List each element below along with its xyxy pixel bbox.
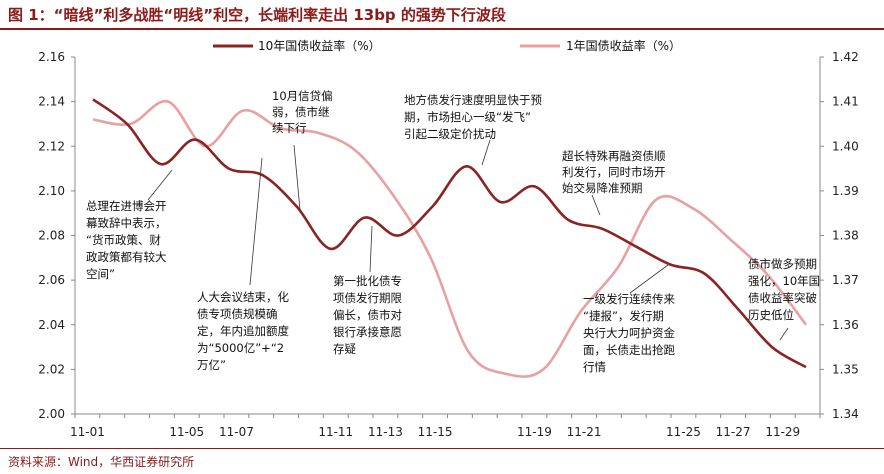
y-left-tick-label: 2.14: [38, 95, 65, 109]
figure-title-bar: 图 1：“暗线”利多战胜“明线”利空，长端利率走出 13bp 的强势下行波段: [0, 0, 884, 30]
annotation-line: 超长特殊再融资债顺: [562, 149, 666, 163]
annotation-line: 行情: [583, 360, 606, 374]
y-left-tick-label: 2.08: [38, 229, 65, 243]
annotation-line: 债收益率突破: [748, 291, 817, 305]
x-tick-label: 11-21: [567, 425, 602, 439]
y-right-tick-label: 1.34: [832, 407, 859, 421]
x-tick-label: 11-27: [716, 425, 751, 439]
annotation-line: 为“5000亿”+“2: [197, 341, 284, 355]
source-note: 资料来源：Wind，华西证券研究所: [8, 455, 195, 469]
annotation-line: 面，长债走出抢跑: [583, 343, 675, 357]
x-tick-label: 11-01: [70, 425, 105, 439]
annotation-line: 始交易降准预期: [562, 181, 643, 195]
annotation-leader: [369, 225, 373, 273]
legend: 10年国债收益率（%） 1年国债收益率（%）: [213, 38, 681, 53]
y-right-tick-label: 1.40: [832, 139, 859, 153]
annotation-line: 偏长，债市对: [333, 308, 402, 322]
annotation-leader: [249, 157, 263, 286]
yield-chart: 2.16 2.14 2.12 2.10 2.08 2.06 2.04 2.02 2.00 1.42…: [38, 38, 858, 439]
x-tick-label: 11-13: [368, 425, 403, 439]
x-tick-label: 11-07: [219, 425, 254, 439]
annotation-line: 一级发行连续传来: [583, 292, 675, 306]
title-divider: [0, 28, 884, 30]
annotation-line: 利发行，同时市场开: [562, 165, 666, 179]
annotation-leader: [147, 169, 173, 201]
annotation-line: 政政策都有较大: [86, 250, 167, 264]
y-right-tick-label: 1.35: [832, 362, 859, 376]
annotation-line: 10月信贷偏: [272, 89, 333, 103]
annotation-line: 幕致辞中表示，: [86, 216, 167, 230]
y-left-tick-label: 2.12: [38, 139, 65, 153]
legend-10y-label: 10年国债收益率（%）: [258, 38, 381, 53]
x-tick-label: 11-15: [418, 425, 453, 439]
annotation-line: 引起二级定价扰动: [404, 127, 496, 141]
annotation-line: 续下行: [272, 121, 307, 135]
y-right-tick-label: 1.39: [832, 184, 859, 198]
annotation-line: 定，年内追加额度: [197, 324, 289, 338]
x-tick-label: 11-11: [318, 425, 353, 439]
y-right-tick-label: 1.36: [832, 318, 859, 332]
y-right-tick-label: 1.42: [832, 50, 859, 64]
y-right-tick-label: 1.41: [832, 95, 859, 109]
annotation-line: 第一批化债专: [333, 274, 402, 288]
annotation-leader: [591, 194, 601, 216]
annotation-line: 存疑: [333, 342, 356, 356]
y-left-tick-label: 2.10: [38, 184, 65, 198]
annotation-line: 债专项债规模确: [197, 307, 278, 321]
annotation-leader: [629, 264, 669, 294]
y-left-tick-label: 2.02: [38, 362, 65, 376]
annotation-line: 地方债发行速度明显快于预: [404, 93, 542, 107]
annotation-line: 历史低位: [748, 308, 794, 322]
annotation-line: 项债发行期限: [333, 291, 402, 305]
series-1y-line: [92, 100, 808, 378]
y-left-tick-label: 2.06: [38, 273, 65, 287]
annotation-leader: [481, 139, 491, 166]
annotation-line: 弱，债市继: [272, 105, 330, 119]
y-left-tick-label: 2.16: [38, 50, 65, 64]
y-left-tick-label: 2.04: [38, 318, 65, 332]
axes-layer: 2.16 2.14 2.12 2.10 2.08 2.06 2.04 2.02 2.00 1.42…: [38, 50, 858, 439]
annotation-line: 央行大力呵护资金: [583, 326, 675, 340]
y-right-tick-label: 1.37: [832, 273, 859, 287]
annotation-line: 强化，10年国: [748, 274, 820, 288]
annotation-leader: [293, 144, 301, 211]
annotation-line: “货币政策、财: [86, 233, 161, 247]
legend-1y-label: 1年国债收益率（%）: [566, 38, 681, 53]
annotation-line: 万亿”: [197, 358, 226, 372]
annotation-line: 银行承接意愿: [333, 325, 402, 339]
series-10y-line: [92, 98, 807, 369]
annotation-line: 总理在进博会开: [86, 199, 167, 213]
annotation-line: 期，市场担心一级“发飞”: [404, 110, 531, 124]
x-tick-label: 11-05: [169, 425, 204, 439]
y-left-tick-label: 2.00: [38, 407, 65, 421]
figure-title: 图 1：“暗线”利多战胜“明线”利空，长端利率走出 13bp 的强势下行波段: [8, 6, 506, 24]
annotation-line: 人大会议结束，化: [197, 290, 289, 304]
annotation-line: “捷报”，发行期: [583, 309, 664, 323]
annotation-line: 空间”: [86, 267, 115, 281]
source-divider: [0, 448, 884, 449]
x-tick-label: 11-19: [517, 425, 552, 439]
annotation-leader: [779, 327, 789, 341]
y-right-tick-label: 1.38: [832, 229, 859, 243]
annotation-line: 债市做多预期: [748, 257, 817, 271]
series-layer: [92, 98, 808, 378]
x-tick-label: 11-29: [765, 425, 800, 439]
x-tick-label: 11-25: [666, 425, 701, 439]
